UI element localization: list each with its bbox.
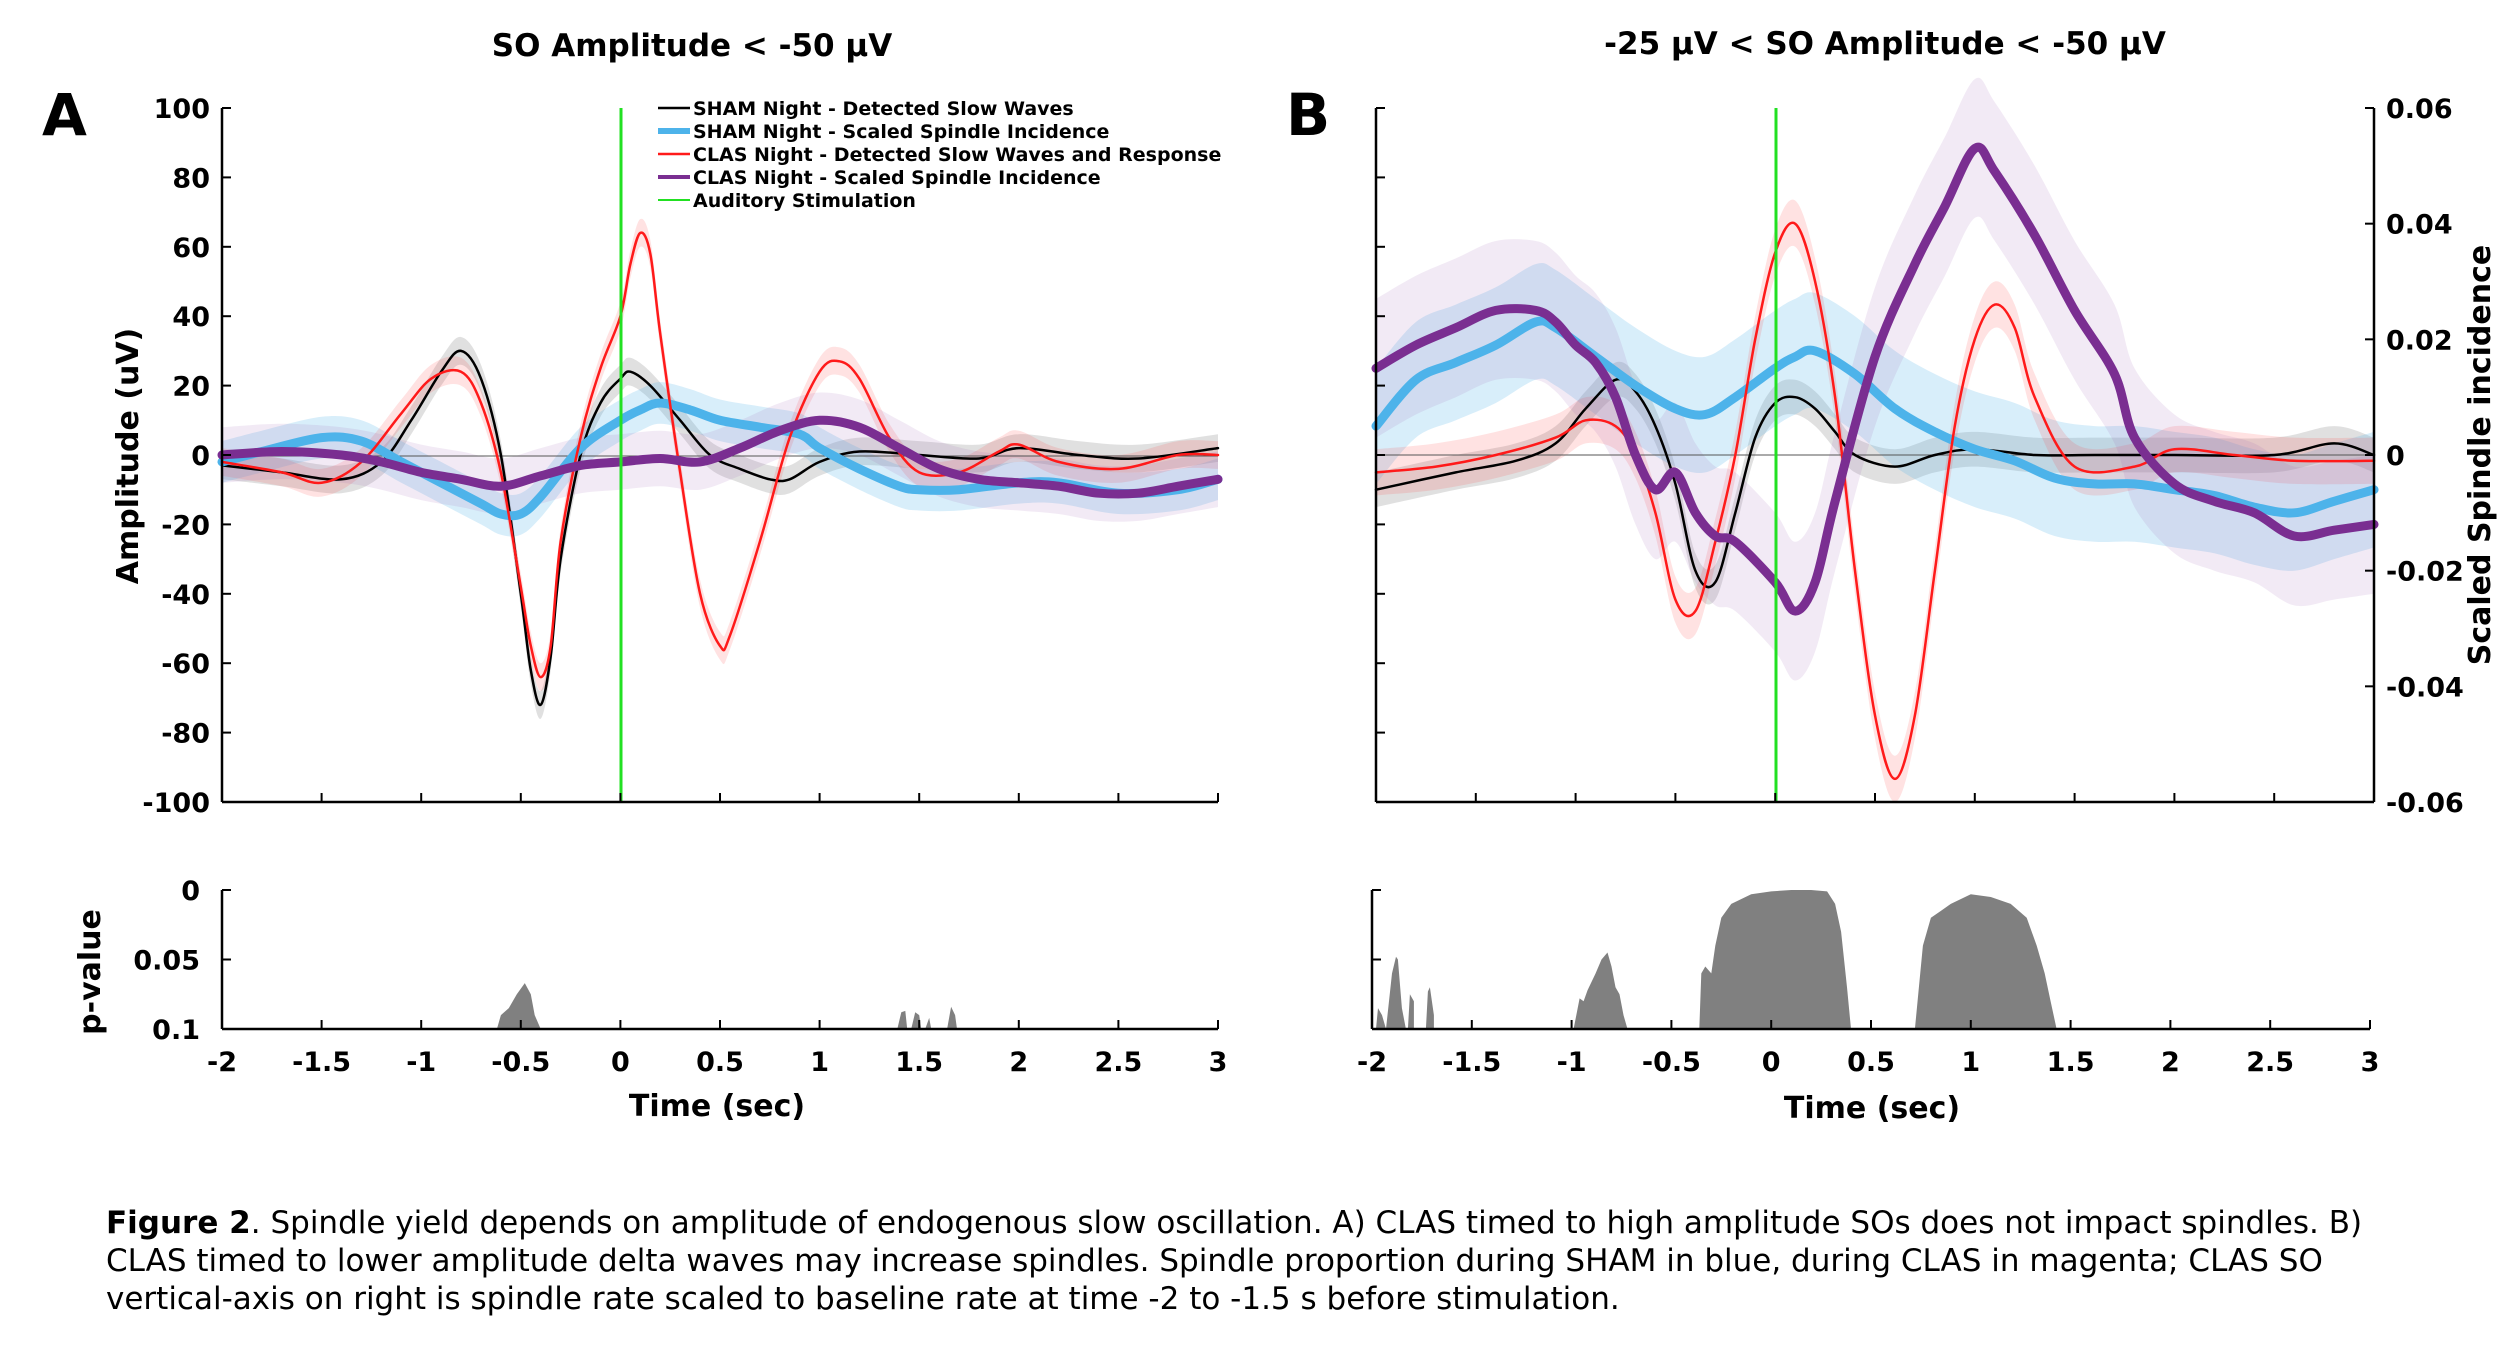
x-tick-label: -1.5: [1442, 1047, 1501, 1078]
panel-b-xlabel: Time (sec): [1784, 1091, 1960, 1126]
x-tick-label: 3: [2361, 1047, 2380, 1078]
panel-a-pvalue-area: [496, 983, 957, 1029]
panel-a-xlabel: Time (sec): [629, 1089, 805, 1124]
panel-a-ylabel: Amplitude (uV): [111, 328, 146, 584]
pvalue-area: [496, 983, 957, 1029]
x-tick-label: -1: [1557, 1047, 1587, 1078]
band-sham_spindle: [1376, 263, 2374, 571]
y-tick-label: -100: [142, 788, 210, 819]
y-tick-label: -40: [161, 580, 210, 611]
band-sham_detected: [222, 336, 1218, 719]
panel-b-pvalue-axes: -2 -1.5 -1 -0.5 0 0.5 1 1.5 2 2.5 3: [1357, 889, 2380, 1078]
series-clas_spindle: [1371, 142, 2379, 616]
y-tick-right-label: -0.04: [2386, 672, 2464, 703]
panel-b: -25 μV < SO Amplitude < -50 μV B 0.060.0…: [1286, 26, 2498, 819]
y-tick-right-label: -0.06: [2386, 788, 2464, 819]
panel-a-pvalue-axes: -2 -1.5 -1 -0.5 0 0.5 1 1.5 2 2.5 3 0 0.05 0.1: [133, 876, 1227, 1078]
x-tick-label: 1: [810, 1047, 829, 1078]
y-tick-label: 0: [181, 876, 200, 907]
y-tick-right-label: 0.02: [2386, 325, 2453, 356]
x-tick-label: -0.5: [491, 1047, 550, 1078]
caption-text: . Spindle yield depends on amplitude of …: [106, 1205, 2363, 1317]
y-tick-label: 0: [191, 441, 210, 472]
x-tick-label: 2.5: [1094, 1047, 1142, 1078]
band-clas_spindle: [1376, 77, 2374, 681]
caption-label: Figure 2: [106, 1205, 251, 1241]
panel-a-series-lines: [217, 231, 1223, 707]
x-tick-label: 3: [1209, 1047, 1228, 1078]
y-tick-right-label: 0.04: [2386, 210, 2453, 241]
x-tick-label: 0.5: [696, 1047, 744, 1078]
panel-b-ylabel-right: Scaled Spindle incidence: [2463, 245, 2498, 665]
x-tick-label: 1.5: [2047, 1047, 2095, 1078]
panel-b-pvalue-area: [1376, 890, 2057, 1029]
series-sham_detected: [1374, 377, 2376, 589]
x-tick-label: -1: [406, 1047, 436, 1078]
y-tick-label: 0.05: [133, 946, 200, 977]
series-clas_spindle: [217, 415, 1223, 499]
y-tick-label: 20: [172, 372, 210, 403]
panel-a-pvalue-ylabel: p-value: [73, 909, 108, 1035]
pvalue-area: [1376, 890, 2057, 1029]
x-tick-label: 2: [2161, 1047, 2180, 1078]
x-tick-label: 1: [1961, 1047, 1980, 1078]
panel-b-pvalue: -2 -1.5 -1 -0.5 0 0.5 1 1.5 2 2.5 3 Time (sec): [1357, 889, 2380, 1126]
y-tick-right-label: 0.06: [2386, 94, 2453, 125]
panel-a-title: SO Amplitude < -50 μV: [492, 28, 892, 64]
x-tick-label: 0: [611, 1047, 630, 1078]
y-tick-label: -60: [161, 649, 210, 680]
x-tick-label: -2: [207, 1047, 237, 1078]
x-tick-label: -2: [1357, 1047, 1387, 1078]
x-tick-label: 0.5: [1847, 1047, 1895, 1078]
x-tick-label: -0.5: [1642, 1047, 1701, 1078]
x-tick-label: 2: [1009, 1047, 1028, 1078]
y-tick-label: 80: [172, 163, 210, 194]
panel-a-axes: 100 80 60 40 20 0 -20 -40 -60 -80 -100: [142, 94, 1219, 819]
panel-a-pvalue: -2 -1.5 -1 -0.5 0 0.5 1 1.5 2 2.5 3 0 0.05 0.1 p-valu…: [73, 876, 1227, 1124]
y-tick-right-label: -0.02: [2386, 557, 2464, 588]
panel-b-title: -25 μV < SO Amplitude < -50 μV: [1604, 26, 2166, 62]
panel-a-letter: A: [42, 81, 87, 149]
legend-item-stimulation: Auditory Stimulation: [693, 190, 916, 212]
y-tick-label: 100: [154, 94, 210, 125]
legend-item-clas_detected: CLAS Night - Detected Slow Waves and Res…: [693, 144, 1221, 166]
band-clas_detected: [222, 218, 1218, 692]
legend-item-sham_spindle: SHAM Night - Scaled Spindle Incidence: [693, 121, 1109, 143]
figure-caption: Figure 2. Spindle yield depends on ampli…: [106, 1204, 2446, 1318]
legend-item-clas_spindle: CLAS Night - Scaled Spindle Incidence: [693, 167, 1101, 189]
y-tick-label: 40: [172, 302, 210, 333]
x-tick-label: 1.5: [895, 1047, 943, 1078]
legend-item-sham_detected: SHAM Night - Detected Slow Waves: [693, 98, 1074, 120]
panel-b-letter: B: [1286, 81, 1330, 149]
panel-b-series-lines: [1371, 142, 2379, 781]
x-tick-label: 0: [1762, 1047, 1781, 1078]
series-clas_detected: [220, 231, 1220, 679]
y-tick-label: -20: [161, 510, 210, 541]
y-tick-label: -80: [161, 719, 210, 750]
panel-b-confidence-bands: [1376, 77, 2374, 803]
x-tick-label: -1.5: [292, 1047, 351, 1078]
panel-b-axes: 0.06 0.04 0.02 0 -0.02 -0.04 -0.06: [1374, 94, 2464, 819]
y-tick-right-label: 0: [2386, 441, 2405, 472]
y-tick-label: 0.1: [152, 1015, 200, 1046]
panel-a: SO Amplitude < -50 μV A 100 80 60 40 20 0 -20 -…: [42, 28, 1223, 819]
x-tick-label: 2.5: [2246, 1047, 2294, 1078]
y-tick-label: 60: [172, 233, 210, 264]
